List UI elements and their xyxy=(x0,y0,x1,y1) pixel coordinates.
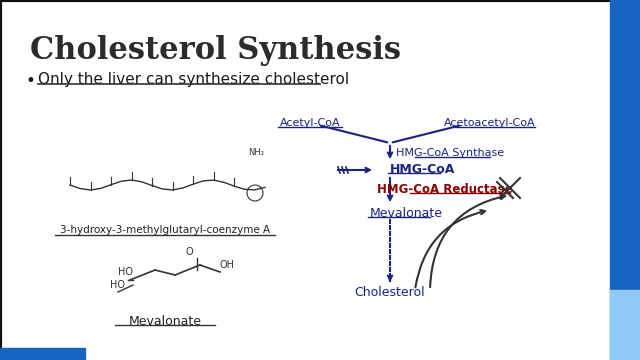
Text: Acetyl-CoA: Acetyl-CoA xyxy=(280,118,340,128)
Text: Cholesterol: Cholesterol xyxy=(355,286,426,299)
Text: HO: HO xyxy=(110,280,125,290)
FancyArrowPatch shape xyxy=(415,210,485,287)
Text: •: • xyxy=(25,72,35,90)
Text: NH₂: NH₂ xyxy=(248,148,264,157)
Text: Acetoacetyl-CoA: Acetoacetyl-CoA xyxy=(444,118,536,128)
Text: Only the liver can synthesize cholesterol: Only the liver can synthesize cholestero… xyxy=(38,72,349,87)
Text: HMG-CoA Synthase: HMG-CoA Synthase xyxy=(396,148,504,158)
Text: 3-hydroxy-3-methylglutaryl-coenzyme A: 3-hydroxy-3-methylglutaryl-coenzyme A xyxy=(60,225,270,235)
Text: HMG-CoA: HMG-CoA xyxy=(390,163,456,176)
Polygon shape xyxy=(610,0,640,360)
FancyArrowPatch shape xyxy=(430,195,505,287)
Text: Mevalonate: Mevalonate xyxy=(129,315,202,328)
Text: Mevalonate: Mevalonate xyxy=(370,207,443,220)
Text: O: O xyxy=(185,247,193,257)
Text: HMG-CoA Reductase: HMG-CoA Reductase xyxy=(377,183,513,196)
Polygon shape xyxy=(0,348,85,360)
Polygon shape xyxy=(610,290,640,360)
Text: HO: HO xyxy=(118,267,133,277)
Text: Cholesterol Synthesis: Cholesterol Synthesis xyxy=(30,35,401,66)
Text: OH: OH xyxy=(220,260,235,270)
